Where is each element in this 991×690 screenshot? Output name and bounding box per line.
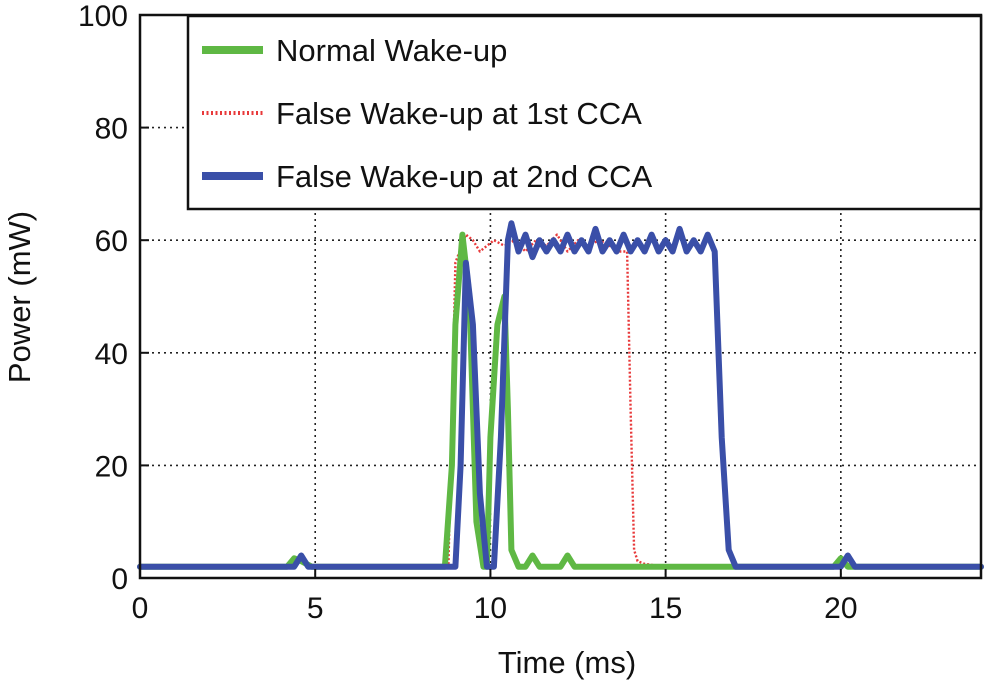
x-tick-label: 5 (307, 592, 324, 625)
x-tick-label: 10 (474, 592, 507, 625)
y-tick-label: 40 (95, 338, 128, 371)
y-tick-label: 0 (111, 563, 128, 596)
legend-label-1: False Wake-up at 1st CCA (276, 96, 642, 131)
y-tick-label: 20 (95, 450, 128, 483)
x-tick-label: 15 (649, 592, 682, 625)
x-axis-label: Time (ms) (498, 645, 636, 680)
series-layer (137, 220, 984, 570)
y-tick-label: 100 (78, 0, 128, 33)
x-tick-label: 20 (824, 592, 857, 625)
legend-box (186, 14, 983, 211)
series-line-1 (140, 233, 981, 568)
y-tick-label: 80 (95, 113, 128, 146)
legend: Normal Wake-up False Wake-up at 1st CCA Fa… (186, 14, 983, 211)
legend-label-3: False Wake-up at 2nd CCA (276, 159, 653, 194)
series-line-3 (137, 220, 984, 570)
x-tick-label: 0 (132, 592, 149, 625)
tick-layer: 0 5 10 15 20 0 20 40 60 80 100 (78, 0, 858, 625)
series-line-2 (137, 231, 984, 570)
y-tick-label: 60 (95, 225, 128, 258)
legend-label-2: Normal Wake-up (276, 33, 507, 68)
y-axis-label: Power (mW) (2, 211, 37, 383)
